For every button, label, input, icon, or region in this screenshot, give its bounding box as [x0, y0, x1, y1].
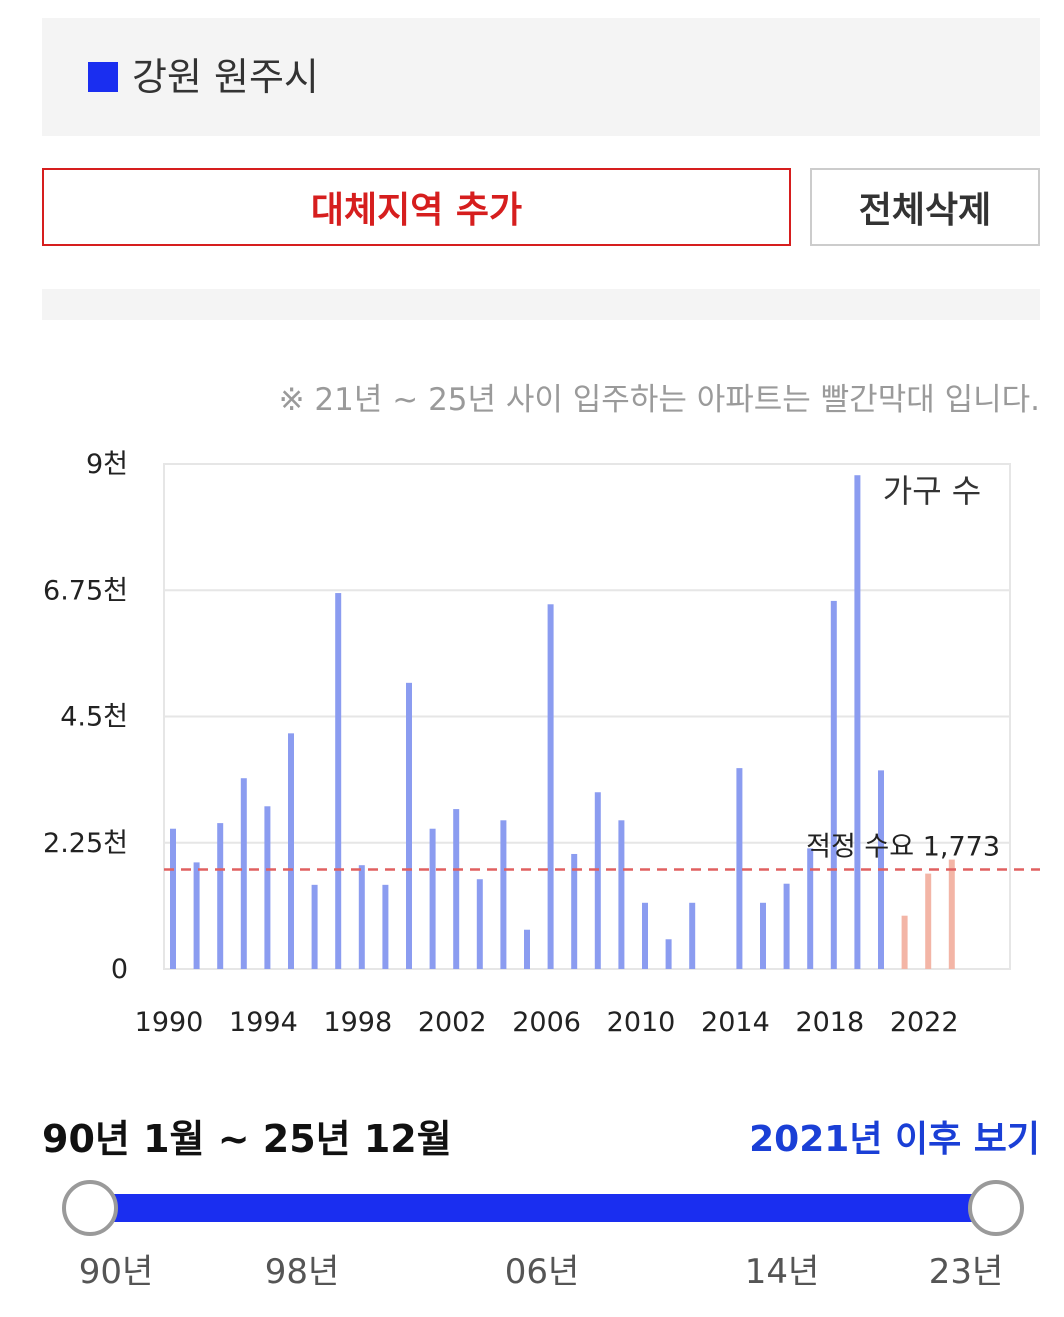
bar: [736, 768, 743, 969]
x-tick-label: 2002: [418, 1007, 487, 1038]
range-title: 90년 1월 ~ 25년 12월: [42, 1117, 452, 1161]
slider-tick-label: 98년: [264, 1252, 340, 1292]
y-tick-label: 9천: [86, 449, 128, 480]
x-tick-label: 1998: [323, 1007, 392, 1038]
bar: [193, 862, 200, 969]
bar-highlight: [925, 873, 932, 969]
bar: [311, 884, 318, 969]
y-tick-label: 4.5천: [60, 702, 128, 733]
region-name: 강원 원주시: [132, 55, 319, 99]
slider-tick-label: 06년: [504, 1252, 580, 1292]
bar: [217, 823, 224, 969]
bar: [547, 604, 554, 969]
y-tick-label: 2.25천: [43, 828, 128, 859]
x-tick-label: 2022: [890, 1007, 959, 1038]
y-tick-label: 0: [111, 954, 128, 985]
bar: [382, 884, 389, 969]
bar: [264, 806, 271, 969]
bar: [429, 828, 436, 969]
bar-highlight: [948, 859, 955, 969]
bar: [760, 902, 766, 969]
bar: [476, 879, 483, 969]
bar: [288, 733, 294, 969]
x-tick-label: 2006: [512, 1007, 581, 1038]
x-tick-label: 1990: [135, 1007, 204, 1038]
region-color-swatch: [88, 62, 118, 92]
bar: [358, 865, 365, 969]
bar: [524, 929, 530, 969]
bar: [642, 902, 648, 969]
range-slider-track[interactable]: [90, 1194, 996, 1222]
grid-layer: [163, 463, 1011, 970]
bar: [335, 593, 342, 969]
bar-highlight: [901, 915, 908, 969]
bar: [665, 939, 672, 969]
bar: [807, 848, 814, 969]
after-2021-link[interactable]: 2021년 이후 보기: [749, 1119, 1040, 1160]
bar: [783, 883, 790, 969]
slider-tick-label: 90년: [78, 1252, 154, 1292]
x-axis-ticks: 1990 1994 1998 2002 2006 2010 2014 2018 2022: [135, 1007, 959, 1038]
x-tick-label: 1994: [229, 1007, 298, 1038]
bar: [170, 828, 176, 969]
y-axis-ticks: 0 2.25천 4.5천 6.75천 9천: [43, 449, 128, 985]
add-alternative-region-button[interactable]: 대체지역 추가: [42, 168, 791, 246]
bar: [406, 682, 412, 969]
y-tick-label: 6.75천: [43, 575, 128, 606]
range-slider-start-handle[interactable]: [62, 1180, 118, 1236]
bar: [830, 600, 837, 969]
reference-line-label: 적정 수요 1,773: [806, 832, 1000, 863]
divider-strip: [42, 289, 1040, 320]
bar: [689, 902, 696, 969]
x-tick-label: 2010: [607, 1007, 676, 1038]
reference-layer: 적정 수요 1,773: [164, 832, 1040, 871]
bars-layer: [170, 475, 955, 969]
x-tick-label: 2018: [795, 1007, 864, 1038]
delete-all-button[interactable]: 전체삭제: [810, 168, 1040, 246]
bar: [618, 820, 625, 969]
bar: [594, 792, 601, 969]
bar: [240, 778, 247, 969]
bar: [854, 475, 861, 969]
x-tick-label: 2014: [701, 1007, 770, 1038]
range-slider-end-handle[interactable]: [968, 1180, 1024, 1236]
slider-tick-label: 14년: [744, 1252, 820, 1292]
slider-tick-label: 23년: [928, 1252, 1004, 1292]
bar: [453, 809, 460, 969]
bar: [500, 820, 507, 969]
chart-notice: ※ 21년 ~ 25년 사이 입주하는 아파트는 빨간막대 입니다.: [278, 382, 1040, 418]
region-panel: 강원 원주시: [42, 18, 1040, 136]
bar: [571, 853, 578, 969]
chart-legend: 가구 수: [883, 472, 982, 510]
